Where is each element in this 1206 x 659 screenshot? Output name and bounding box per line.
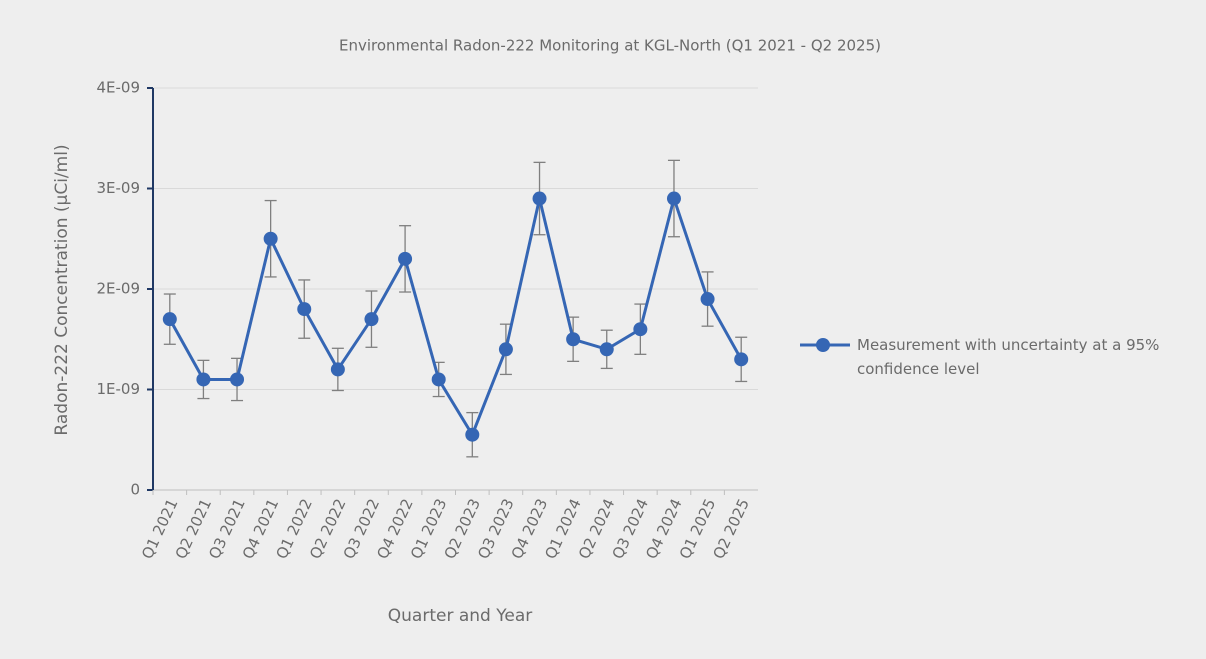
y-tick-label: 3E-09 (96, 179, 140, 197)
y-tick-label: 1E-09 (96, 380, 140, 398)
point (162, 312, 177, 327)
point (599, 342, 614, 357)
point (297, 302, 312, 317)
point (633, 322, 648, 337)
point (330, 362, 345, 377)
point (465, 427, 480, 442)
point (734, 352, 749, 367)
point (398, 251, 413, 266)
point (532, 191, 547, 206)
y-tick-label: 4E-09 (96, 79, 140, 97)
point (498, 342, 513, 357)
legend-marker (816, 338, 830, 352)
point (566, 332, 581, 347)
point (230, 372, 245, 387)
point (364, 312, 379, 327)
y-axis-title: Radon-222 Concentration (µCi/ml) (52, 144, 72, 435)
series-line (168, 193, 743, 439)
point (431, 372, 446, 387)
y-tick-label: 0 (130, 481, 140, 499)
x-axis-title: Quarter and Year (388, 606, 532, 626)
chart-title: Environmental Radon-222 Monitoring at KG… (339, 37, 881, 55)
point (700, 292, 715, 307)
point (666, 191, 681, 206)
point (196, 372, 211, 387)
legend-label: Measurement with uncertainty at a 95% co… (857, 336, 1160, 378)
point (263, 231, 278, 246)
y-tick-label: 2E-09 (96, 280, 140, 298)
